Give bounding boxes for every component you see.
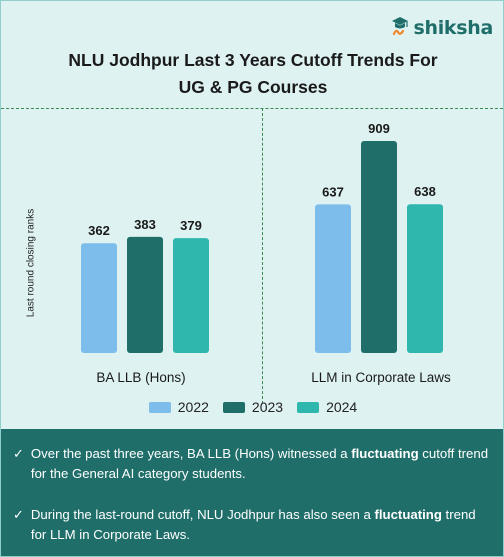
note-1: ✓ Over the past three years, BA LLB (Hon…	[13, 444, 489, 484]
title-line-1: NLU Jodhpur Last 3 Years Cutoff Trends F…	[68, 50, 438, 70]
notes-panel: ✓ Over the past three years, BA LLB (Hon…	[1, 429, 503, 556]
shiksha-logo-icon	[392, 17, 409, 36]
horizontal-divider	[1, 108, 503, 109]
legend-swatch-2022	[148, 401, 171, 413]
legend-item-2023[interactable]: 2023	[222, 399, 284, 415]
bar-ba-llb-2024[interactable]	[173, 238, 209, 353]
legend: 2022 2023 2024	[1, 399, 504, 415]
data-label-ba-llb-2023: 383	[134, 217, 156, 232]
note-2: ✓ During the last-round cutoff, NLU Jodh…	[13, 505, 489, 545]
legend-item-2022[interactable]: 2022	[148, 399, 209, 415]
legend-swatch-2024	[297, 401, 320, 413]
data-label-ba-llb-2022: 362	[88, 223, 110, 238]
bar-llm-2022[interactable]	[315, 204, 351, 353]
note-1-after: cutoff trend for the General AI category…	[30, 446, 489, 481]
note-1-before: Over the past three years, BA LLB (Hons)…	[30, 446, 352, 461]
note-1-text: Over the past three years, BA LLB (Hons)…	[31, 444, 489, 484]
legend-label-2023: 2023	[251, 399, 284, 415]
data-label-llm-2022: 637	[322, 184, 344, 199]
bar-ba-llb-2022[interactable]	[81, 243, 117, 353]
brand-logo[interactable]: shiksha	[390, 15, 493, 41]
note-1-bold: fluctuating	[351, 446, 419, 461]
note-2-text: During the last-round cutoff, NLU Jodhpu…	[31, 505, 489, 545]
data-label-llm-2024: 638	[414, 184, 436, 199]
brand-name: shiksha	[413, 17, 493, 39]
bar-llm-2024[interactable]	[407, 204, 443, 353]
category-label-ba-llb: BA LLB (Hons)	[96, 370, 185, 385]
legend-label-2024: 2024	[326, 399, 358, 415]
bar-ba-llb-2023[interactable]	[127, 236, 163, 353]
title-line-2: UG & PG Courses	[178, 77, 328, 97]
bar-chart: 362 383 379 BA LLB (Hons) 637 909 638 LLM in Co…	[81, 121, 451, 385]
note-2-before: During the last-round cutoff, NLU Jodhpu…	[30, 507, 375, 522]
checkmark-icon: ✓	[13, 507, 24, 522]
note-2-bold: fluctuating	[374, 507, 442, 522]
checkmark-icon: ✓	[13, 446, 24, 461]
legend-swatch-2023	[222, 401, 245, 413]
data-label-llm-2023: 909	[368, 121, 390, 136]
vertical-divider	[262, 108, 263, 404]
legend-item-2024[interactable]: 2024	[297, 399, 357, 415]
bar-llm-2023[interactable]	[361, 141, 397, 353]
note-2-after: trend for LLM in Corporate Laws.	[30, 507, 476, 542]
category-label-llm: LLM in Corporate Laws	[311, 370, 451, 385]
data-label-ba-llb-2024: 379	[180, 218, 202, 233]
chart-title: NLU Jodhpur Last 3 Years Cutoff Trends F…	[1, 47, 504, 101]
legend-label-2022: 2022	[177, 399, 209, 415]
